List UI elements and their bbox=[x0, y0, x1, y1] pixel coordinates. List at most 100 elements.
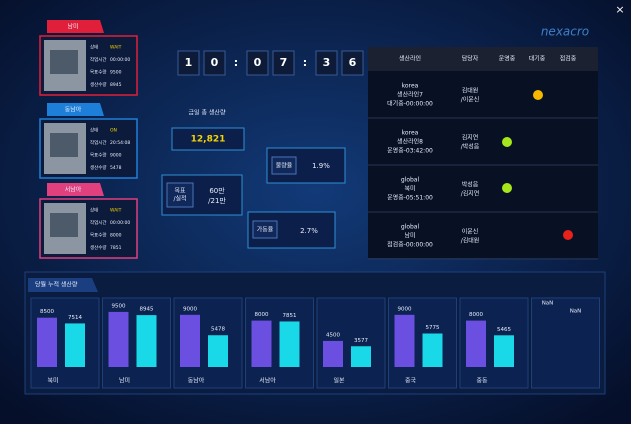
field-value: 5478 bbox=[110, 165, 122, 171]
status-dot bbox=[563, 230, 573, 240]
field-label: 작업시간 bbox=[90, 219, 107, 226]
value-label: 4500 bbox=[326, 332, 340, 338]
field-value: WAIT bbox=[110, 208, 122, 214]
field-label: 생산수량 bbox=[90, 244, 107, 251]
clock-digit-box bbox=[203, 50, 226, 76]
table-header bbox=[368, 47, 598, 71]
line-cell: 운영중-03:42:00 bbox=[387, 147, 433, 155]
value-label: 9000 bbox=[398, 306, 412, 312]
category-label: 중동 bbox=[476, 378, 488, 385]
card-tab bbox=[47, 183, 104, 196]
table-header-cell: 생산라인 bbox=[399, 55, 421, 63]
card-tab bbox=[47, 103, 104, 116]
status-dot bbox=[502, 183, 512, 193]
value-label: NaN bbox=[542, 301, 554, 307]
category-label: 북미 bbox=[47, 377, 58, 385]
bar bbox=[108, 311, 129, 367]
bar bbox=[136, 315, 157, 367]
table-header-cell: 점검중 bbox=[560, 56, 577, 63]
clock-digit-box bbox=[272, 50, 295, 76]
bar bbox=[494, 335, 514, 367]
status-table bbox=[368, 47, 598, 258]
bar bbox=[208, 335, 228, 367]
staff-cell: 김지연 bbox=[462, 134, 479, 142]
clock-separator: : bbox=[234, 56, 238, 69]
staff-cell: 김대원 bbox=[462, 87, 479, 95]
bar bbox=[251, 320, 272, 367]
table-header-cell: 담당자 bbox=[462, 55, 479, 63]
line-cell: 생산라인7 bbox=[397, 91, 423, 99]
card-image-detail bbox=[50, 50, 78, 74]
field-value: 8000 bbox=[110, 233, 122, 239]
uptime-value: 2.7% bbox=[300, 227, 318, 235]
clock-digit: 1 bbox=[185, 56, 193, 69]
field-label: 작업시간 bbox=[90, 139, 107, 146]
target-label-box bbox=[166, 182, 194, 208]
value-label: 8945 bbox=[140, 307, 154, 313]
field-label: 상태 bbox=[90, 44, 98, 51]
field-label: 상태 bbox=[90, 127, 98, 134]
total-label: 금일 총 생산량 bbox=[189, 109, 226, 117]
category-label: 서남아 bbox=[259, 377, 276, 385]
clock-digit: 3 bbox=[323, 56, 331, 69]
value-label: 9500 bbox=[112, 303, 126, 309]
uptime-label-box bbox=[252, 220, 278, 239]
staff-cell: 박성음 bbox=[462, 181, 479, 189]
line-cell: 점검중-00:00:00 bbox=[387, 242, 433, 249]
staff-cell: 이윤신 bbox=[462, 228, 479, 236]
target-label: /실적 bbox=[173, 195, 186, 203]
value-label: 3577 bbox=[354, 338, 368, 344]
value-label: 5775 bbox=[426, 325, 440, 331]
card-image-detail bbox=[50, 213, 78, 237]
line-cell: global bbox=[401, 177, 420, 184]
value-label: 7851 bbox=[283, 313, 297, 319]
field-value: 8945 bbox=[110, 82, 122, 88]
line-cell: korea bbox=[402, 83, 419, 90]
bar bbox=[37, 317, 57, 367]
line-cell: 운영중-05:51:00 bbox=[387, 194, 433, 202]
field-value: 9500 bbox=[110, 70, 122, 76]
bar bbox=[279, 321, 300, 367]
card-tab bbox=[47, 20, 104, 33]
line-cell: korea bbox=[402, 130, 419, 137]
clock-digit-box bbox=[341, 50, 364, 76]
target-value: /21만 bbox=[208, 196, 226, 205]
field-value: 7851 bbox=[110, 245, 122, 251]
line-cell: 생산라인8 bbox=[397, 138, 423, 146]
line-cell: 북미 bbox=[404, 185, 415, 193]
clock-digit: 7 bbox=[280, 56, 288, 69]
chart-title-tab bbox=[28, 278, 98, 292]
staff-cell: /김대원 bbox=[461, 237, 480, 245]
category-label: 일본 bbox=[333, 377, 345, 385]
line-cell: 대기중-00:00:00 bbox=[387, 100, 433, 108]
value-label: 8500 bbox=[40, 309, 54, 315]
line-cell: global bbox=[401, 224, 420, 231]
bar bbox=[394, 314, 415, 367]
line-cell: 남미 bbox=[404, 232, 415, 240]
field-value: 20:54:08 bbox=[110, 140, 130, 146]
field-label: 생산수량 bbox=[90, 81, 107, 88]
bar bbox=[180, 314, 200, 367]
total-value: 12,821 bbox=[191, 135, 226, 145]
bar bbox=[65, 323, 85, 367]
logo: nexacro bbox=[541, 25, 589, 39]
clock-digit-box bbox=[246, 50, 269, 76]
status-dot bbox=[502, 137, 512, 147]
field-label: 생산수량 bbox=[90, 164, 107, 171]
field-label: 목표수량 bbox=[90, 152, 107, 159]
staff-cell: /김지연 bbox=[461, 190, 480, 198]
category-label: 남미 bbox=[119, 377, 130, 385]
category-label: 동남아 bbox=[188, 377, 205, 385]
clock-digit: 6 bbox=[349, 56, 357, 69]
close-button[interactable]: × bbox=[615, 3, 624, 16]
defect-value: 1.9% bbox=[312, 162, 330, 170]
value-label: 7514 bbox=[68, 315, 82, 321]
staff-cell: /박성음 bbox=[461, 143, 480, 151]
card-title: 남미 bbox=[67, 23, 78, 31]
card-title: 동남아 bbox=[65, 106, 82, 114]
bar bbox=[466, 320, 486, 367]
value-label: 8000 bbox=[469, 312, 483, 318]
clock-digit: 0 bbox=[211, 56, 219, 69]
target-value: 60만 bbox=[209, 186, 225, 195]
